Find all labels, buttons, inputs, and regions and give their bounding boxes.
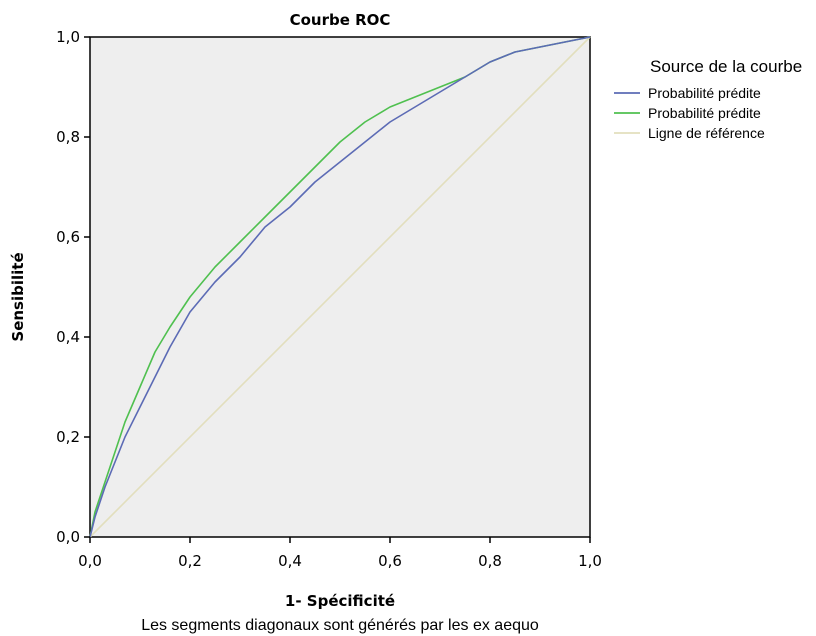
series-line-3 [89,36,591,538]
y-tick-label: 0,2 [56,428,80,446]
y-axis-label: Sensibilité [9,252,27,341]
legend-title: Source de la courbe [650,57,802,76]
x-tick-label: 1,0 [578,552,602,570]
y-tick-label: 0,6 [56,228,80,246]
x-tick-label: 0,8 [478,552,502,570]
legend: Source de la courbe Probabilité préditeP… [614,57,802,141]
series-line-1 [89,36,591,538]
y-tick-label: 0,8 [56,128,80,146]
y-tick-label: 0,0 [56,528,80,546]
series-group [89,36,591,538]
y-tick-label: 0,4 [56,328,80,346]
x-tick-label: 0,4 [278,552,302,570]
ticks-group: 0,0 0,2 0,4 0,6 0,8 1,0 0,0 0,2 0,4 0,6 0,8 1,0 [56,28,602,570]
x-tick-label: 0,6 [378,552,402,570]
chart-footnote: Les segments diagonaux sont générés par … [141,617,539,634]
x-tick-label: 0,2 [178,552,202,570]
y-tick-label: 1,0 [56,28,80,46]
legend-items: Probabilité prédite Probabilité prédite Li… [614,85,765,141]
legend-label: Probabilité prédite [648,105,761,121]
legend-label: Probabilité prédite [648,85,761,101]
chart-title: Courbe ROC [290,11,391,29]
x-tick-label: 0,0 [78,552,102,570]
legend-label: Ligne de référence [648,125,765,141]
x-axis-label: 1- Spécificité [285,592,395,610]
